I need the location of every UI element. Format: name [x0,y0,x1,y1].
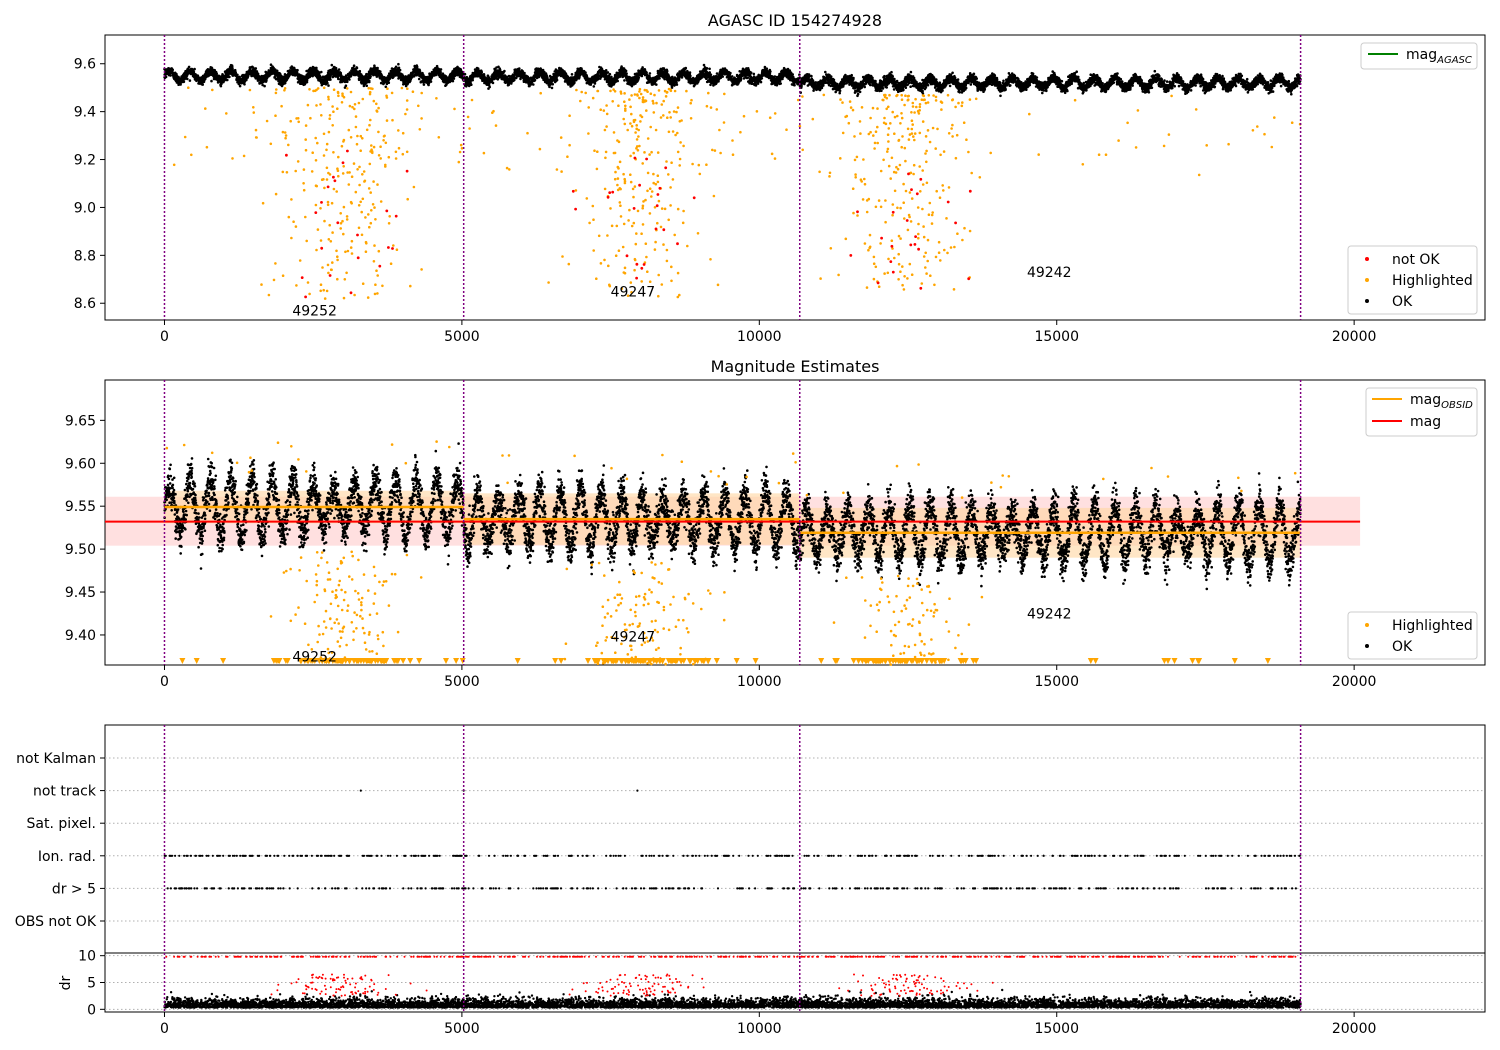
y-tick-label: 9.0 [74,200,96,216]
y-tick-label: 9.60 [65,456,96,472]
legend-label: magAGASC [1406,47,1472,66]
y-tick-label: 9.65 [65,413,96,429]
x-tick-label: 10000 [737,674,782,690]
flag-label: not Kalman [16,751,96,767]
y-tick-label: 8.6 [74,296,96,312]
x-tick-label: 0 [160,329,169,345]
legend-label-main: mag [1406,47,1437,63]
legend-label: Highlighted [1392,618,1473,634]
flag-label: OBS not OK [15,914,97,930]
legend-box [1347,245,1478,315]
panel-dr: 0 5000 10000 15000 20000 0 5 10 [78,949,1486,1037]
legend-label-main: mag [1410,392,1441,408]
dr-max-points [165,955,1297,958]
y-tick-label: 9.6 [74,57,96,73]
legend-label: magOBSID [1410,392,1473,411]
x-tick-label: 20000 [1332,1021,1377,1037]
legend-label-sub: AGASC [1436,55,1472,66]
legend-mag: magOBSID mag [1365,387,1478,437]
ok-points [163,62,1302,98]
flag-label: not track [33,784,97,800]
legend-marker-highlighted [1365,623,1369,627]
y-tick-label: 8.8 [74,248,96,264]
y-tick-label: 9.50 [65,542,96,558]
legend-status: not OK Highlighted OK [1347,245,1478,315]
flag-label: dr > 5 [52,881,96,897]
obsid-annotation: 49252 [292,649,337,665]
y-tick-label: 9.55 [65,499,96,515]
flag-points [163,789,1301,890]
legend-box [1347,611,1478,660]
x-tick-label: 5000 [444,329,480,345]
dr-axis-label: dr [58,975,74,990]
ok-points [163,442,1302,591]
axes-frame [104,724,1486,954]
y-tick-label: 5 [87,976,96,992]
legend-agasc: magAGASC [1360,42,1478,70]
flag-label: Sat. pixel. [27,816,96,832]
obsid-annotation: 49242 [1027,606,1072,622]
x-tick-label: 5000 [444,674,480,690]
legend-label: OK [1392,294,1413,310]
y-tick-label: 9.4 [74,105,96,121]
y-tick-label: 10 [78,949,96,965]
y-tick-label: 9.45 [65,585,96,601]
dr-flag-points [270,973,994,997]
legend-label: not OK [1392,252,1440,268]
y-tick-label: 0 [87,1002,96,1018]
obsid-annotation: 49247 [611,630,656,646]
axes-frame [104,34,1486,321]
x-tick-label: 15000 [1034,1021,1079,1037]
panel-agasc-magnitudes: 0 5000 10000 15000 20000 8.6 8.8 9.0 9.2 9.4 9.6 [74,34,1486,345]
obsid-annotation: 49247 [611,284,656,300]
figure-title: AGASC ID 154274928 [708,11,882,30]
panel-flags: not Kalman not track Sat. pixel. Ion. rad. d… [15,724,1486,954]
legend-label: OK [1392,639,1413,655]
out-of-range-markers [179,658,1271,664]
x-tick-label: 0 [160,674,169,690]
x-tick-label: 20000 [1332,674,1377,690]
flag-label: Ion. rad. [38,849,96,865]
legend-box [1360,42,1478,70]
legend-marker-ok [1365,644,1369,648]
legend-label-sub: OBSID [1441,400,1473,411]
obsid-annotation: 49242 [1027,265,1072,281]
highlighted-points [172,86,1302,300]
dr-ok-points [163,988,1302,1009]
y-tick-label: 9.2 [74,153,96,169]
legend-label: mag [1410,414,1441,430]
x-tick-label: 0 [160,1021,169,1037]
x-tick-label: 5000 [444,1021,480,1037]
legend-marker-ok [1365,299,1369,303]
legend-status-2: Highlighted OK [1347,611,1478,660]
legend-label: Highlighted [1392,273,1473,289]
x-tick-label: 15000 [1034,674,1079,690]
obsid-annotation: 49252 [292,303,337,319]
x-tick-label: 10000 [737,329,782,345]
y-tick-label: 9.40 [65,628,96,644]
x-tick-label: 15000 [1034,329,1079,345]
panel2-title: Magnitude Estimates [711,357,880,376]
x-tick-label: 10000 [737,1021,782,1037]
x-tick-label: 20000 [1332,329,1377,345]
legend-marker-highlighted [1365,278,1369,282]
legend-marker-not-ok [1365,257,1369,261]
panel-magnitude-estimates: 0 5000 10000 15000 20000 9.40 9.45 9.50 9.55 9.60… [65,379,1486,690]
